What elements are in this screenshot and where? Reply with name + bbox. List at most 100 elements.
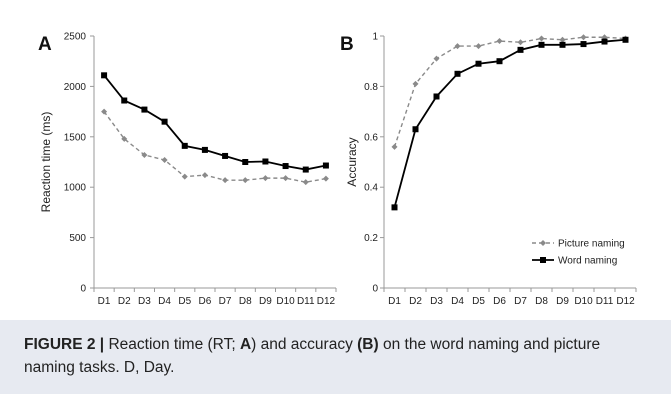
panel-a-series-word-point <box>242 159 249 165</box>
panel-b-series-word-point <box>391 204 398 211</box>
panel-a-series-word-point <box>302 166 309 173</box>
caption-box <box>0 320 671 394</box>
panel-a-series-word-point <box>161 118 168 125</box>
panel-b-legend-marker-word <box>540 257 546 263</box>
panel-a-y-tick-label: 500 <box>69 233 86 244</box>
caption-bold-a: A <box>239 336 252 353</box>
panel-a-series-picture-point <box>302 179 309 186</box>
panel-b-series-picture-line <box>393 36 626 148</box>
panel-b-series-picture-point <box>391 143 398 150</box>
panel-b-x-tick-label: D8 <box>535 296 548 307</box>
panel-b-series-word-point <box>538 41 545 48</box>
panel-a-y-tick-label: 1500 <box>64 132 87 143</box>
panel-a-series-word-point <box>262 158 269 165</box>
panel-a-x-tick-label: D2 <box>118 296 131 307</box>
panel-b-series-picture-point <box>580 34 587 41</box>
panel-a-series-picture-point <box>121 135 128 142</box>
panel-a-series-picture-point <box>101 108 108 115</box>
panel-a-series-word-point <box>121 97 128 104</box>
panel-b-series-word-point <box>580 41 587 48</box>
panel-b-x-tick-label: D6 <box>493 296 506 307</box>
panel-a-y-tick-label: 0 <box>80 284 86 295</box>
panel-b-legend-label-word: Word naming <box>558 256 617 267</box>
panel-b-series-picture-point <box>454 43 461 50</box>
panel-a-series-picture-point <box>222 177 229 184</box>
caption-text-2: ) and accuracy <box>251 336 358 353</box>
panel-b-legend-label-picture: Picture naming <box>558 239 625 250</box>
panel-a-x-tick-label: D4 <box>158 296 171 307</box>
panel-b-x-tick-label: D7 <box>514 296 527 307</box>
panel-b-y-axis-label: Accuracy <box>345 137 359 186</box>
panel-b-series-word-point <box>433 93 440 100</box>
panel-a-series-picture-point <box>161 156 168 163</box>
panel-b-x-tick-label: D5 <box>472 296 485 307</box>
panel-b-legend-marker-picture <box>540 240 546 246</box>
panel-b-y-tick-label: 0.2 <box>364 233 378 244</box>
panel-a-x-tick-label: D6 <box>199 296 212 307</box>
panel-b-series-picture-point <box>475 43 482 50</box>
panel-a-y-tick-label: 1000 <box>64 183 87 194</box>
panel-a-series-picture-point <box>282 175 289 182</box>
panel-b-series-word-line <box>393 38 626 208</box>
panel-a-series-word-point <box>181 142 188 149</box>
panel-b-series-word-point <box>517 46 524 53</box>
figure-caption: FIGURE 2 | Reaction time (RT; A) and acc… <box>24 333 654 379</box>
panel-b-x-tick-label: D4 <box>451 296 464 307</box>
panel-b-label: B <box>340 34 354 55</box>
panel-a-series-picture-point <box>181 173 188 180</box>
panel-b-x-tick-label: D2 <box>409 296 422 307</box>
caption-figure-label: FIGURE 2 | <box>24 336 105 353</box>
panel-a-x-tick-label: D11 <box>297 296 315 307</box>
panel-b-series-picture-point <box>433 55 440 62</box>
panel-a-x-tick-label: D10 <box>276 296 295 307</box>
panel-b-series-picture-point <box>412 80 419 87</box>
panel-b-x-tick-label: D3 <box>430 296 443 307</box>
panel-b-y-tick-label: 0 <box>372 284 378 295</box>
panel-a-series-picture-point <box>242 177 249 184</box>
panel-a-series-picture-point <box>141 151 148 158</box>
panel-a-series-word-point <box>282 163 289 170</box>
panel-b-series-word-point <box>412 126 419 133</box>
panel-b-y-tick-label: 1 <box>372 32 378 43</box>
panel-b-series-word-point <box>559 41 566 48</box>
panel-b-series-word-point <box>601 38 608 45</box>
panel-b-y-tick-label: 0.4 <box>364 183 378 194</box>
panel-a-x-tick-label: D3 <box>138 296 151 307</box>
panel-b-x-tick-label: D1 <box>388 296 401 307</box>
panel-b-x-tick-label: D11 <box>596 296 614 307</box>
figure-charts: A 0 500 1000 1500 2000 2500 D1 D2 D3 D4 D5 D6 D7 D8 D9 D… <box>38 32 637 307</box>
caption-text-1: Reaction time (RT; <box>104 336 240 353</box>
panel-b-x-tick-label: D12 <box>616 296 635 307</box>
panel-b-y-tick-label: 0.8 <box>364 82 378 93</box>
panel-a-series-picture-point <box>262 175 269 182</box>
panel-a-x-tick-label: D5 <box>178 296 191 307</box>
panel-a-x-tick-label: D7 <box>219 296 232 307</box>
panel-b-series-picture-point <box>559 36 566 43</box>
panel-a-series-picture-line <box>103 111 327 183</box>
panel-a-series-word-point <box>222 152 229 159</box>
panel-b-x-tick-label: D10 <box>574 296 593 307</box>
panel-b-series-word-point <box>454 70 461 77</box>
panel-b-series-word-point <box>475 60 482 67</box>
panel-a-series-word-point <box>201 146 208 153</box>
panel-b-series-picture-point <box>496 38 503 45</box>
panel-b-series-word-point <box>622 36 629 43</box>
panel-a-series-word-point <box>101 72 108 79</box>
caption-text-3: on the word naming and picture naming ta… <box>24 336 601 376</box>
panel-a-x-tick-label: D8 <box>239 296 252 307</box>
panel-a-y-tick-label: 2500 <box>64 32 87 43</box>
caption-bold-b: (B) <box>357 336 379 353</box>
panel-b-series-picture-point <box>517 39 524 46</box>
panel-a-series-word-line <box>103 74 327 171</box>
panel-b-series-word-point <box>496 58 503 65</box>
panel-a-label: A <box>38 34 52 55</box>
panel-a-x-tick-label: D12 <box>317 296 336 307</box>
panel-a-y-axis-label: Reaction time (ms) <box>39 112 53 213</box>
panel-b-series-picture-point <box>538 35 545 42</box>
panel-a-y-tick-label: 2000 <box>64 82 87 93</box>
panel-a-series-word-point <box>322 162 329 169</box>
panel-a-series-word-point <box>141 106 148 113</box>
panel-b-x-tick-label: D9 <box>556 296 569 307</box>
panel-a-x-tick-label: D1 <box>98 296 111 307</box>
panel-b-y-tick-label: 0.6 <box>364 132 378 143</box>
